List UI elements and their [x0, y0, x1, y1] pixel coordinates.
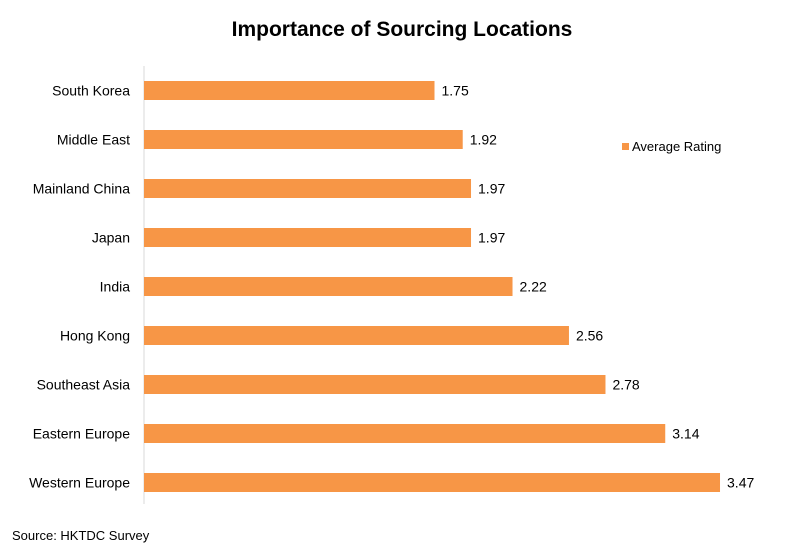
- legend: Average Rating: [622, 139, 721, 154]
- bar-south-korea: [144, 81, 435, 100]
- bar-mainland-china: [144, 179, 472, 198]
- value-label: 2.22: [520, 279, 547, 295]
- value-label: 1.97: [478, 230, 505, 246]
- bar-western-europe: [144, 473, 721, 492]
- value-label: 1.92: [470, 132, 497, 148]
- bar-india: [144, 277, 513, 296]
- value-label: 3.47: [727, 475, 754, 491]
- value-label: 1.75: [442, 83, 469, 99]
- category-label: Hong Kong: [60, 328, 130, 344]
- category-label: South Korea: [52, 83, 130, 99]
- bars-group: South Korea 1.75 Middle East 1.92 Mainland C…: [29, 81, 754, 492]
- legend-swatch: [622, 143, 629, 150]
- bar-japan: [144, 228, 472, 247]
- value-label: 3.14: [672, 426, 699, 442]
- category-label: Southeast Asia: [37, 377, 131, 393]
- bar-eastern-europe: [144, 424, 666, 443]
- bar-hong-kong: [144, 326, 569, 345]
- bar-middle-east: [144, 130, 463, 149]
- category-label: India: [100, 279, 131, 295]
- category-label: Mainland China: [33, 181, 130, 197]
- category-label: Middle East: [57, 132, 130, 148]
- source-note: Source: HKTDC Survey: [12, 528, 150, 543]
- category-label: Japan: [92, 230, 130, 246]
- value-label: 2.56: [576, 328, 603, 344]
- category-label: Eastern Europe: [33, 426, 130, 442]
- value-label: 1.97: [478, 181, 505, 197]
- value-label: 2.78: [612, 377, 639, 393]
- category-label: Western Europe: [29, 475, 130, 491]
- legend-label: Average Rating: [632, 139, 721, 154]
- chart-title: Importance of Sourcing Locations: [232, 18, 573, 41]
- bar-southeast-asia: [144, 375, 606, 394]
